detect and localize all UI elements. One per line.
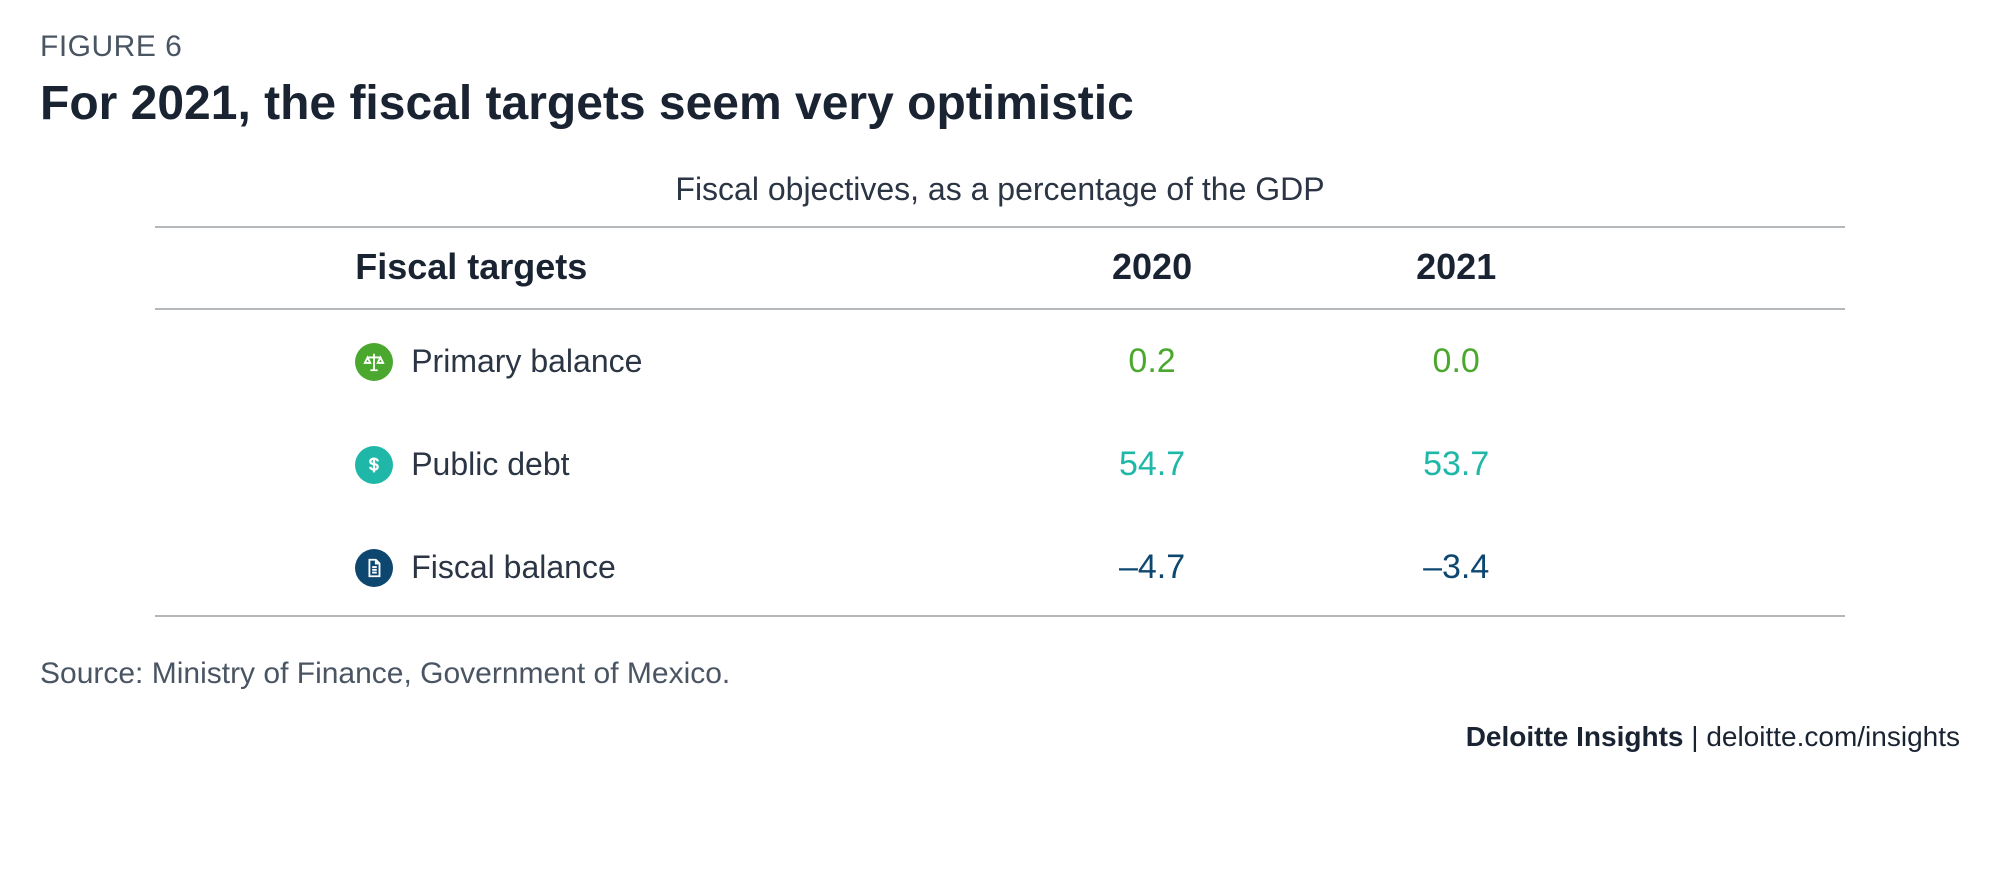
header-targets: Fiscal targets (155, 246, 1000, 288)
source-text: Source: Ministry of Finance, Government … (40, 657, 1960, 691)
document-icon (355, 549, 393, 587)
table-header-row: Fiscal targets 2020 2021 (155, 228, 1845, 310)
header-2021: 2021 (1304, 246, 1608, 288)
cell-2020: –4.7 (1000, 548, 1304, 587)
table-row: Public debt 54.7 53.7 (155, 413, 1845, 516)
row-label-cell: Primary balance (155, 343, 1000, 381)
row-label: Primary balance (411, 343, 642, 380)
header-2020: 2020 (1000, 246, 1304, 288)
cell-2021: –3.4 (1304, 548, 1608, 587)
figure-label: FIGURE 6 (40, 30, 1960, 64)
attribution: Deloitte Insights | deloitte.com/insight… (40, 721, 1960, 753)
cell-2021: 0.0 (1304, 342, 1608, 381)
table-body: Fiscal targets 2020 2021 Primary balance… (155, 226, 1845, 617)
scales-icon (355, 343, 393, 381)
row-label: Public debt (411, 446, 569, 483)
row-label: Fiscal balance (411, 549, 616, 586)
fiscal-table: Fiscal objectives, as a percentage of th… (155, 171, 1845, 617)
cell-2021: 53.7 (1304, 445, 1608, 484)
chart-subtitle: Fiscal objectives, as a percentage of th… (155, 171, 1845, 208)
cell-2020: 54.7 (1000, 445, 1304, 484)
table-row: Fiscal balance –4.7 –3.4 (155, 516, 1845, 617)
cell-2020: 0.2 (1000, 342, 1304, 381)
attribution-brand: Deloitte Insights (1466, 721, 1684, 752)
table-row: Primary balance 0.2 0.0 (155, 310, 1845, 413)
row-label-cell: Fiscal balance (155, 549, 1000, 587)
attribution-link: | deloitte.com/insights (1683, 721, 1960, 752)
dollar-icon (355, 446, 393, 484)
chart-title: For 2021, the fiscal targets seem very o… (40, 76, 1960, 131)
row-label-cell: Public debt (155, 446, 1000, 484)
